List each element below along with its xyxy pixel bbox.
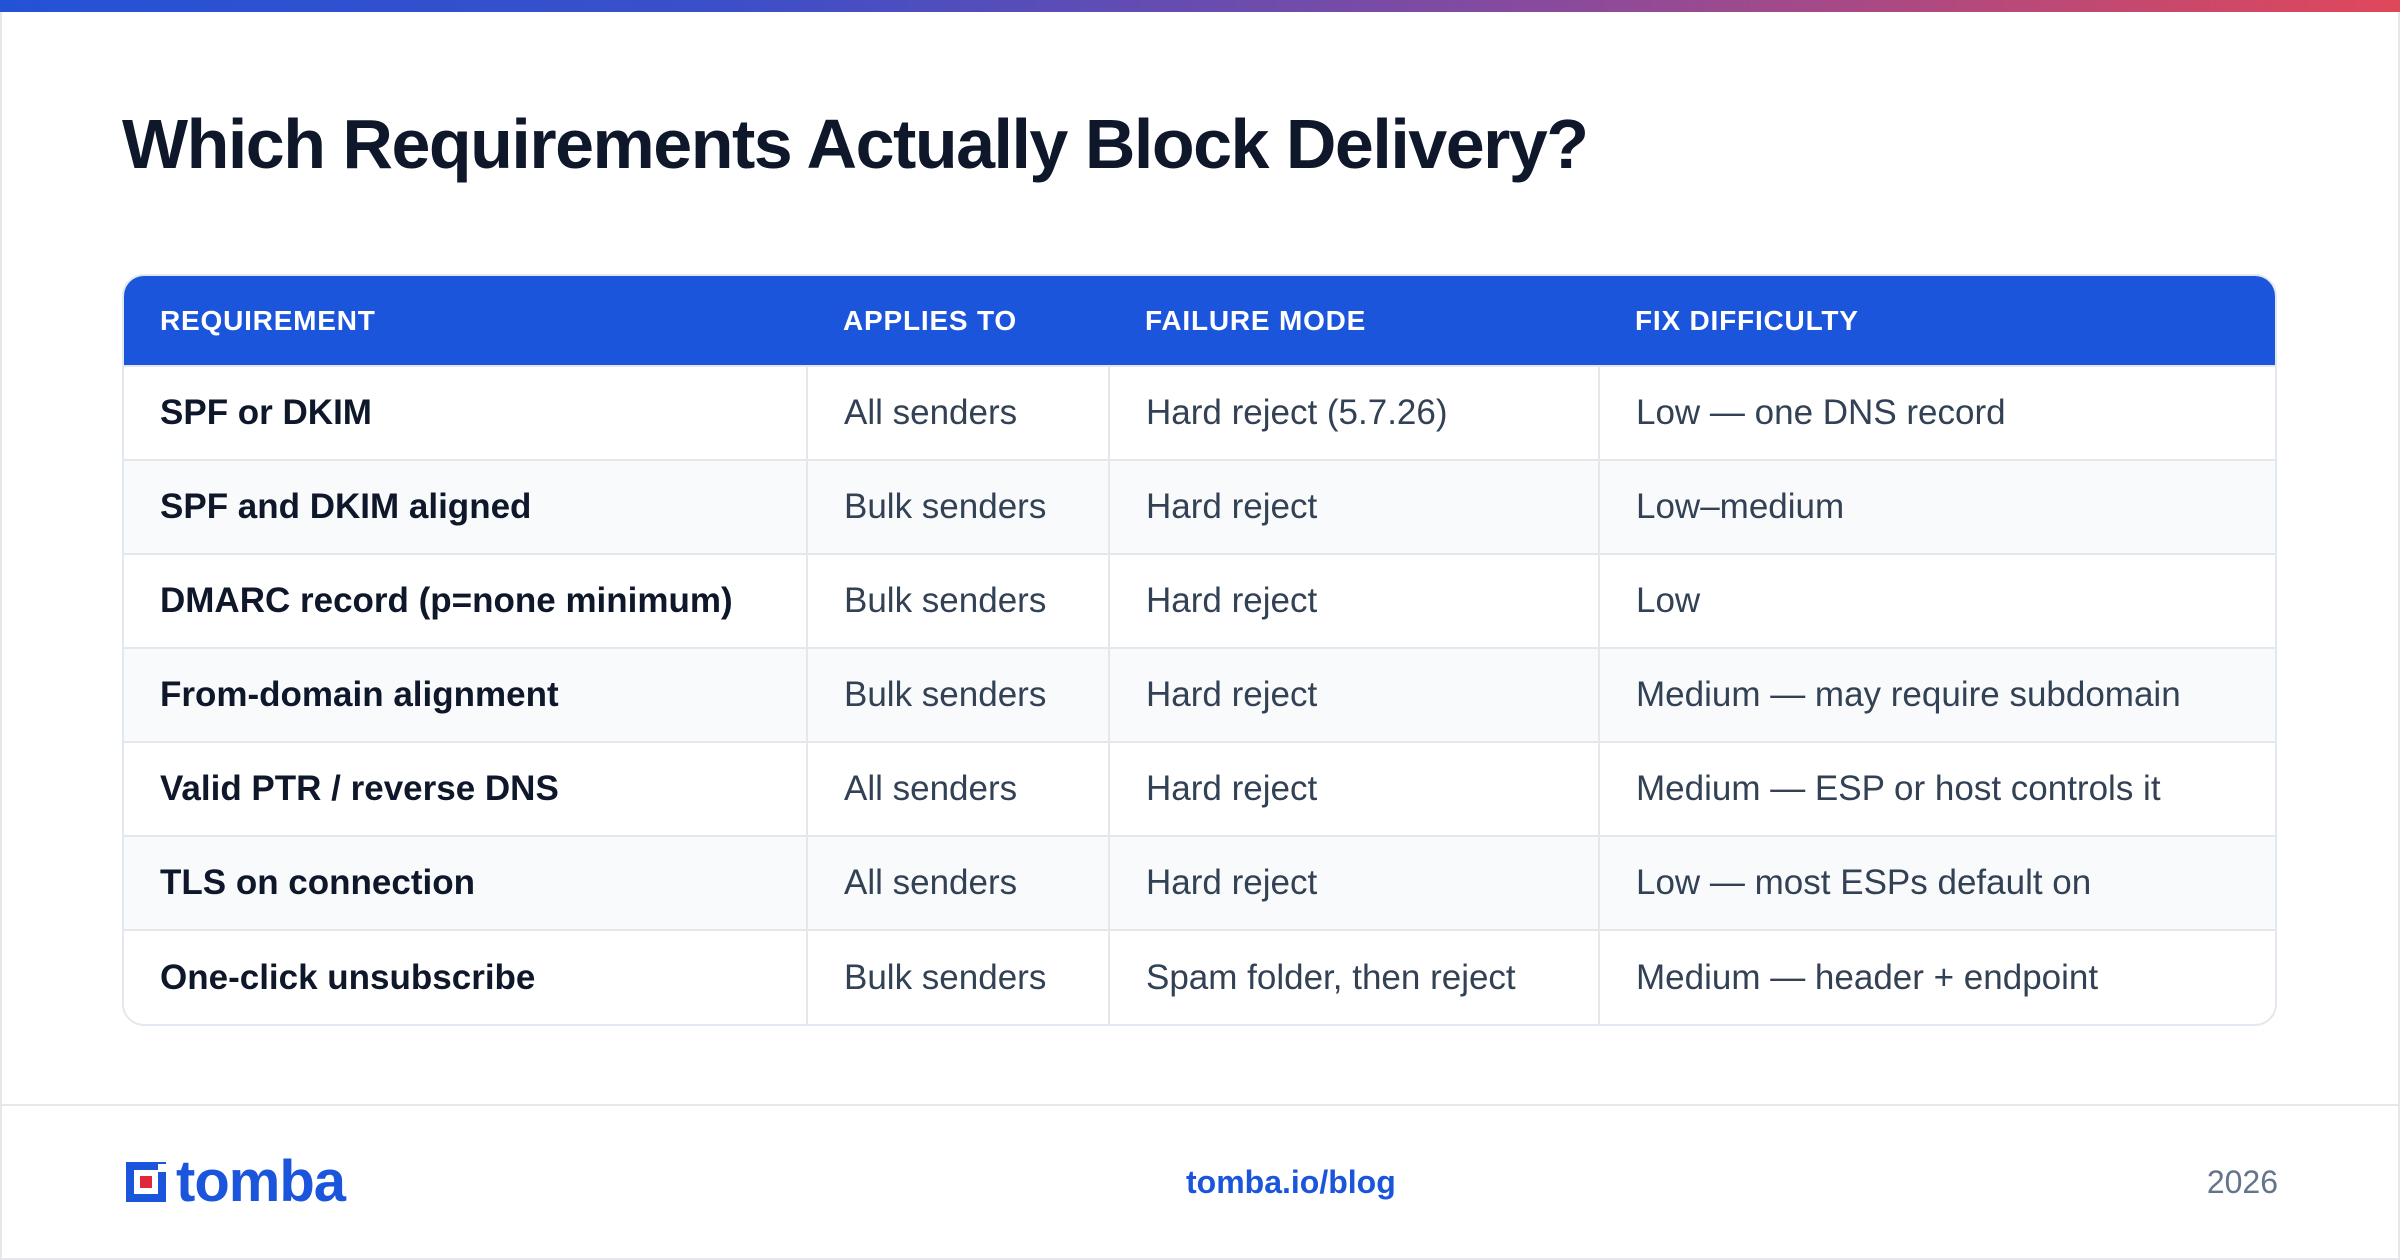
cell-applies-to: All senders bbox=[806, 836, 1109, 930]
cell-requirement: Valid PTR / reverse DNS bbox=[160, 769, 559, 808]
table-row: Valid PTR / reverse DNS All senders Hard… bbox=[124, 742, 2275, 836]
table-row: From-domain alignment Bulk senders Hard … bbox=[124, 648, 2275, 742]
cell-requirement: One-click unsubscribe bbox=[160, 957, 536, 997]
cell-fix-difficulty: Medium — header + endpoint bbox=[1598, 930, 2275, 1024]
table-row: SPF or DKIM All senders Hard reject (5.7… bbox=[124, 366, 2275, 460]
cell-failure-mode: Hard reject (5.7.26) bbox=[1108, 366, 1599, 460]
cell-failure-mode: Hard reject bbox=[1108, 554, 1599, 648]
header-fix-difficulty: FIX DIFFICULTY bbox=[1635, 304, 1859, 336]
cell-fix-difficulty: Medium — may require subdomain bbox=[1598, 648, 2275, 742]
cell-requirement: From-domain alignment bbox=[160, 675, 559, 714]
cell-fix-difficulty: Low — one DNS record bbox=[1598, 366, 2275, 460]
footer-divider bbox=[0, 1104, 2400, 1106]
tomba-logo[interactable]: tomba bbox=[122, 1149, 346, 1214]
cell-applies-to: All senders bbox=[806, 366, 1109, 460]
cell-requirement: SPF and DKIM aligned bbox=[160, 487, 532, 526]
cell-failure-mode: Hard reject bbox=[1108, 742, 1599, 836]
blog-link[interactable]: tomba.io/blog bbox=[1186, 1164, 1396, 1200]
cell-requirement: DMARC record (p=none minimum) bbox=[160, 581, 733, 620]
table-row: DMARC record (p=none minimum) Bulk sende… bbox=[124, 554, 2275, 648]
page-title: Which Requirements Actually Block Delive… bbox=[122, 105, 1589, 183]
table-header-row: REQUIREMENT APPLIES TO FAILURE MODE FIX … bbox=[124, 276, 2275, 366]
cell-applies-to: Bulk senders bbox=[806, 930, 1109, 1024]
cell-requirement: TLS on connection bbox=[160, 863, 475, 902]
header-requirement: REQUIREMENT bbox=[160, 304, 376, 336]
header-applies-to: APPLIES TO bbox=[843, 304, 1017, 336]
footer-year: 2026 bbox=[2206, 1164, 2278, 1200]
cell-applies-to: All senders bbox=[806, 742, 1109, 836]
header-failure-mode: FAILURE MODE bbox=[1145, 304, 1367, 336]
requirements-table: REQUIREMENT APPLIES TO FAILURE MODE FIX … bbox=[122, 274, 2277, 1026]
cell-applies-to: Bulk senders bbox=[806, 460, 1109, 554]
cell-failure-mode: Hard reject bbox=[1108, 460, 1599, 554]
logo-wordmark: tomba bbox=[176, 1149, 346, 1214]
top-gradient-bar bbox=[0, 0, 2400, 12]
table-row: SPF and DKIM aligned Bulk senders Hard r… bbox=[124, 460, 2275, 554]
cell-fix-difficulty: Low bbox=[1598, 554, 2275, 648]
cell-failure-mode: Hard reject bbox=[1108, 836, 1599, 930]
cell-applies-to: Bulk senders bbox=[806, 648, 1109, 742]
cell-fix-difficulty: Low — most ESPs default on bbox=[1598, 836, 2275, 930]
cell-requirement: SPF or DKIM bbox=[160, 393, 372, 432]
cell-applies-to: Bulk senders bbox=[806, 554, 1109, 648]
table-row: One-click unsubscribe Bulk senders Spam … bbox=[124, 930, 2275, 1024]
cell-failure-mode: Hard reject bbox=[1108, 648, 1599, 742]
cell-fix-difficulty: Low–medium bbox=[1598, 460, 2275, 554]
table-row: TLS on connection All senders Hard rejec… bbox=[124, 836, 2275, 930]
tomba-logo-mark-icon bbox=[126, 1162, 166, 1202]
cell-fix-difficulty: Medium — ESP or host controls it bbox=[1598, 742, 2275, 836]
cell-failure-mode: Spam folder, then reject bbox=[1108, 930, 1599, 1024]
